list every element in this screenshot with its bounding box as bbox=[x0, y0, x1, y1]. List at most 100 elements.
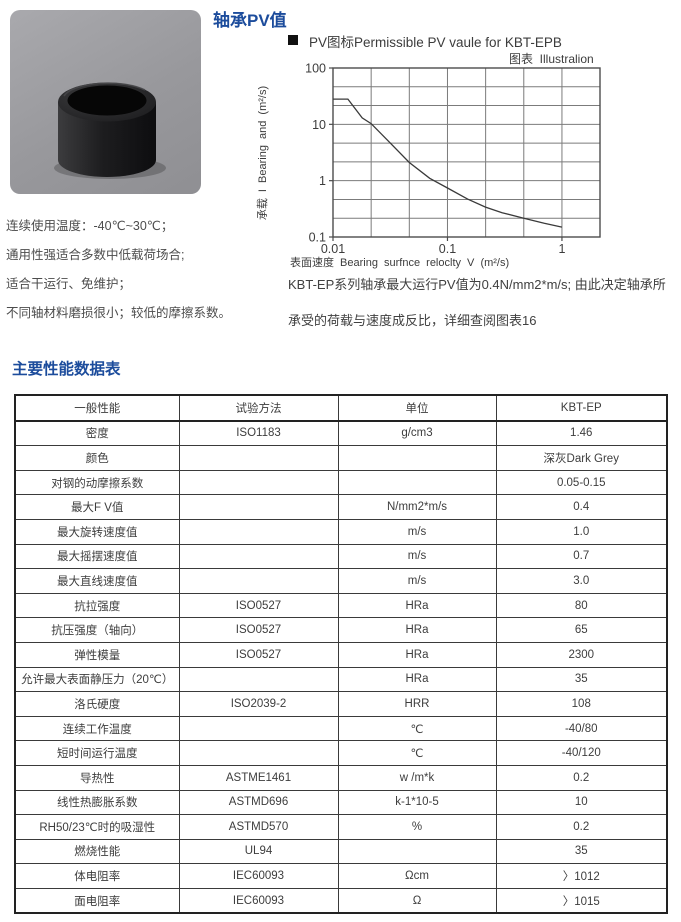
table-row: 最大旋转速度值 m/s 1.0 bbox=[14, 518, 668, 545]
table-row: RH50/23℃时的吸湿性 ASTMD570% 0.2 bbox=[14, 814, 668, 840]
table-cell: % bbox=[337, 814, 497, 840]
table-cell: 〉1015 bbox=[495, 887, 668, 914]
chart-heading-label: PV图标Permissible PV vaule for KBT-EPB bbox=[309, 35, 562, 50]
table-cell: w /m*k bbox=[337, 764, 497, 791]
table-row: 线性热膨胀系数 ASTMD696 k-1*10-5 10 bbox=[14, 789, 668, 816]
table-cell: 2300 bbox=[495, 641, 668, 668]
feature-item: 连续使用温度：-40℃~30℃； bbox=[6, 219, 174, 233]
feature-list: 连续使用温度：-40℃~30℃； 通用性强适合多数中低载荷场合; 适合干运行、免… bbox=[6, 212, 236, 328]
table-cell bbox=[178, 494, 339, 520]
table-cell: 深灰Dark Grey bbox=[495, 445, 668, 471]
table-cell bbox=[337, 838, 497, 865]
chart-heading: PV图标Permissible PV vaule for KBT-EPB bbox=[288, 31, 562, 51]
table-cell: 最大摇摆速度值 bbox=[14, 543, 180, 570]
table-cell: 最大直线速度值 bbox=[14, 568, 180, 594]
table-cell: 抗压强度（轴向） bbox=[14, 617, 180, 643]
table-cell: 最大旋转速度值 bbox=[14, 518, 180, 545]
page-title: 轴承PV值 bbox=[213, 11, 287, 30]
table-cell: ISO0527 bbox=[178, 617, 339, 643]
table-cell: ℃ bbox=[337, 740, 497, 766]
table-row: 弹性模量 ISO0527 HRa 2300 bbox=[14, 641, 668, 668]
bushing-image bbox=[54, 82, 166, 179]
table-row: 体电阻率 IEC60093 Ωcm 〉1012 bbox=[14, 863, 668, 889]
pv-note-line: KBT-EP系列轴承最大运行PV值为0.4N/mm2*m/s; 由此决定轴承所 bbox=[288, 277, 666, 292]
table-cell: 65 bbox=[495, 617, 668, 643]
y-tick-label: 0.1 bbox=[309, 231, 326, 245]
table-row: 洛氏硬度 ISO2039-2 HRR 108 bbox=[14, 691, 668, 717]
table-cell: 0.2 bbox=[495, 764, 668, 791]
column-header: 试验方法 bbox=[178, 394, 339, 422]
table-cell: ℃ bbox=[337, 715, 497, 742]
table-cell: 燃烧性能 bbox=[14, 838, 180, 865]
feature-item: 适合干运行、免维护； bbox=[6, 277, 132, 291]
table-cell: HRa bbox=[337, 592, 497, 619]
table-cell: 0.05-0.15 bbox=[495, 469, 668, 496]
table-cell: -40/120 bbox=[495, 740, 668, 766]
pv-note: KBT-EP系列轴承最大运行PV值为0.4N/mm2*m/s; 由此决定轴承所 … bbox=[288, 274, 673, 346]
bullet-square-icon bbox=[288, 35, 298, 45]
table-cell: 35 bbox=[495, 666, 668, 693]
table-cell: m/s bbox=[337, 568, 497, 594]
table-cell: IEC60093 bbox=[178, 887, 339, 914]
table-cell: 弹性模量 bbox=[14, 641, 180, 668]
table-cell: 颜色 bbox=[14, 445, 180, 471]
table-cell: UL94 bbox=[178, 838, 339, 865]
column-header: KBT-EP bbox=[495, 394, 668, 422]
table-cell: 80 bbox=[495, 592, 668, 619]
table-cell bbox=[178, 666, 339, 693]
table-cell: 3.0 bbox=[495, 568, 668, 594]
table-cell: 密度 bbox=[14, 420, 180, 447]
table-cell: 108 bbox=[495, 691, 668, 717]
table-cell: 面电阻率 bbox=[14, 887, 180, 914]
table-cell: HRa bbox=[337, 641, 497, 668]
table-cell: 导热性 bbox=[14, 764, 180, 791]
chart-caption: 图表 Illustralion bbox=[509, 52, 594, 66]
table-row: 抗拉强度 ISO0527 HRa 80 bbox=[14, 592, 668, 619]
table-cell: 最大F V值 bbox=[14, 494, 180, 520]
table-cell: 洛氏硬度 bbox=[14, 691, 180, 717]
table-cell: m/s bbox=[337, 543, 497, 570]
pv-note-line: 承受的荷载与速度成反比，详细查阅图表16 bbox=[288, 313, 537, 328]
table-cell: 10 bbox=[495, 789, 668, 816]
table-cell: k-1*10-5 bbox=[337, 789, 497, 816]
table-cell: 0.4 bbox=[495, 494, 668, 520]
table-row: 对钢的动摩擦系数 0.05-0.15 bbox=[14, 469, 668, 496]
table-section-title: 主要性能数据表 bbox=[12, 361, 121, 378]
table-cell: IEC60093 bbox=[178, 863, 339, 889]
table-cell: 线性热膨胀系数 bbox=[14, 789, 180, 816]
table-cell bbox=[178, 518, 339, 545]
column-header: 单位 bbox=[337, 394, 497, 422]
table-cell: N/mm2*m/s bbox=[337, 494, 497, 520]
table-cell bbox=[178, 469, 339, 496]
table-cell: 允许最大表面静压力（20℃） bbox=[14, 666, 180, 693]
table-row: 最大摇摆速度值 m/s 0.7 bbox=[14, 543, 668, 570]
table-cell: 0.7 bbox=[495, 543, 668, 570]
x-tick-label: 0.1 bbox=[439, 242, 456, 256]
table-cell: ISO0527 bbox=[178, 592, 339, 619]
product-photo bbox=[10, 10, 201, 194]
table-row: 密度 ISO1183 g/cm3 1.46 bbox=[14, 420, 668, 447]
y-tick-label: 10 bbox=[312, 118, 326, 132]
table-cell: 〉1012 bbox=[495, 863, 668, 889]
table-row: 短时间运行温度 ℃ -40/120 bbox=[14, 740, 668, 766]
table-row: 抗压强度（轴向） ISO0527 HRa 65 bbox=[14, 617, 668, 643]
table-cell: ISO0527 bbox=[178, 641, 339, 668]
table-cell bbox=[337, 445, 497, 471]
table-row: 允许最大表面静压力（20℃） HRa 35 bbox=[14, 666, 668, 693]
x-tick-label: 1 bbox=[558, 242, 565, 256]
table-row: 燃烧性能 UL94 35 bbox=[14, 838, 668, 865]
table-cell: -40/80 bbox=[495, 715, 668, 742]
table-row: 导热性 ASTME1461 w /m*k 0.2 bbox=[14, 764, 668, 791]
table-row: 最大F V值 N/mm2*m/s 0.4 bbox=[14, 494, 668, 520]
table-cell: ASTMD696 bbox=[178, 789, 339, 816]
table-cell bbox=[178, 568, 339, 594]
feature-item: 通用性强适合多数中低载荷场合; bbox=[6, 248, 185, 262]
table-cell: 短时间运行温度 bbox=[14, 740, 180, 766]
table-header-row: 一般性能 试验方法 单位 KBT-EP bbox=[14, 394, 668, 422]
table-cell: ISO1183 bbox=[178, 420, 339, 447]
table-cell: ISO2039-2 bbox=[178, 691, 339, 717]
x-tick-label: 0.01 bbox=[321, 242, 345, 256]
table-cell bbox=[178, 715, 339, 742]
table-cell: 对钢的动摩擦系数 bbox=[14, 469, 180, 496]
